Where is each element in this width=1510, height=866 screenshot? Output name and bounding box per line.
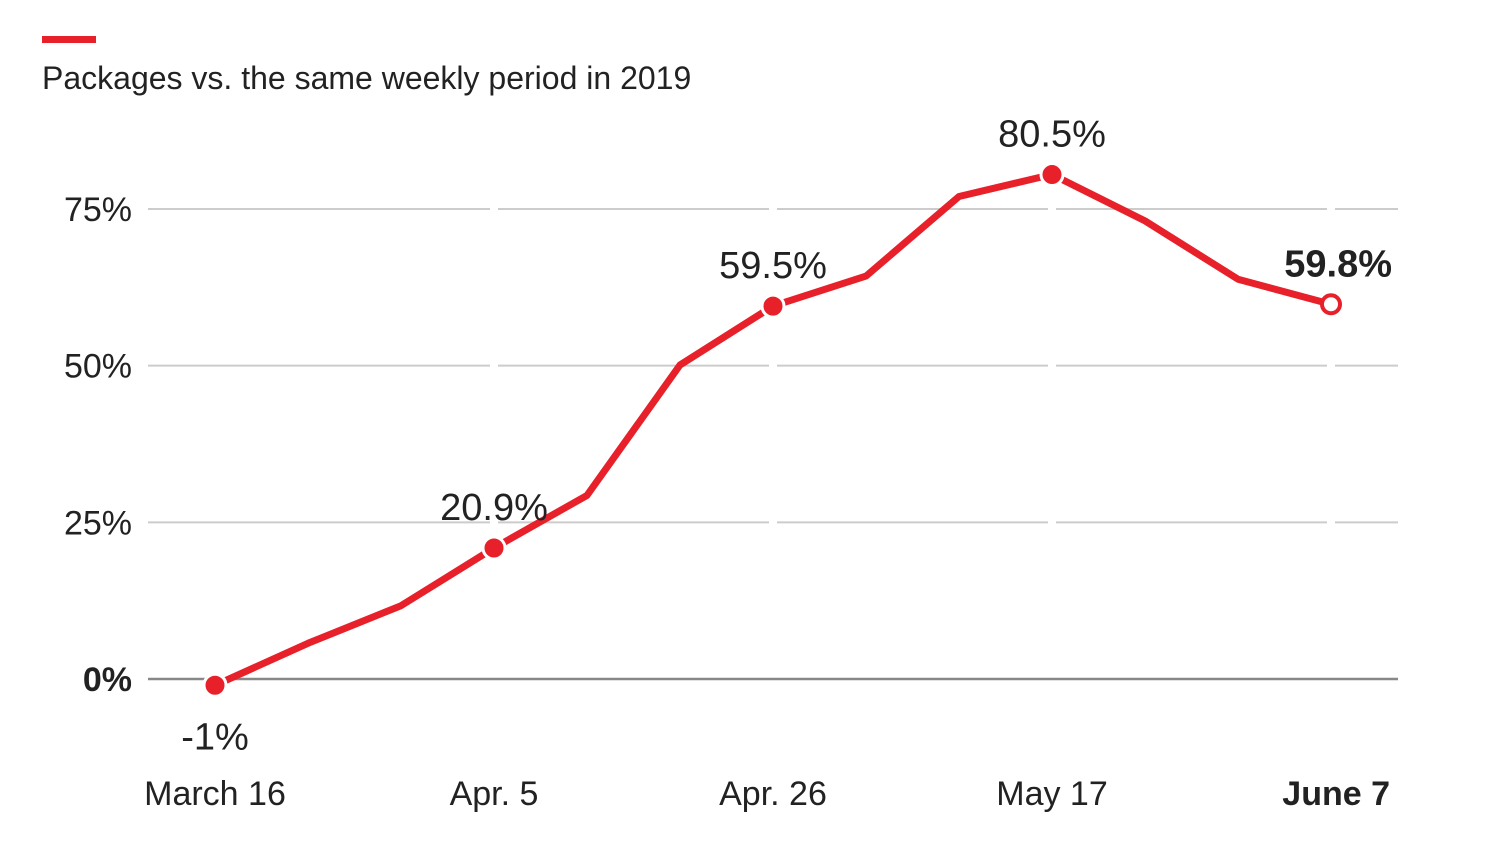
grid-gap <box>1327 362 1335 369</box>
y-tick-label: 50% <box>64 348 132 386</box>
grid-gap <box>1048 206 1056 212</box>
y-tick-label: 0% <box>83 661 132 699</box>
x-tick-label: June 7 <box>1282 775 1390 813</box>
data-point <box>1039 162 1065 188</box>
grid-gap <box>769 206 777 212</box>
grid-gap <box>1327 206 1335 212</box>
grid-gap <box>490 206 498 212</box>
data-point <box>760 293 786 319</box>
grid-gap <box>1048 362 1056 369</box>
data-point <box>202 672 228 698</box>
y-tick-label: 25% <box>64 504 132 542</box>
accent-bar <box>42 36 96 43</box>
data-labels: -1% 20.9% 59.5% 80.5% 59.8% <box>181 114 1392 759</box>
data-label: 20.9% <box>440 487 548 529</box>
grid-gap <box>490 362 498 369</box>
x-tick-label: May 17 <box>996 775 1108 813</box>
grid-gap <box>1048 519 1056 526</box>
grid-gap <box>769 519 777 526</box>
y-tick-label: 75% <box>64 191 132 229</box>
data-label: 59.8% <box>1284 243 1392 285</box>
x-tick-label: Apr. 26 <box>719 775 827 813</box>
grid-lines <box>148 206 1398 681</box>
data-label: 80.5% <box>998 114 1106 156</box>
grid-gap <box>490 519 498 526</box>
grid-gap <box>1327 519 1335 526</box>
grid-gap <box>769 362 777 369</box>
data-point <box>1320 293 1342 316</box>
x-tick-label: March 16 <box>144 775 286 813</box>
data-point <box>481 535 507 561</box>
x-axis: March 16 Apr. 5 Apr. 26 May 17 June 7 <box>144 775 1390 813</box>
x-tick-label: Apr. 5 <box>450 775 539 813</box>
data-points <box>202 162 1342 698</box>
y-axis: 75% 50% 25% 0% <box>64 191 132 699</box>
chart-subtitle: Packages vs. the same weekly period in 2… <box>42 60 692 96</box>
data-label: 59.5% <box>719 245 827 287</box>
data-label: -1% <box>181 716 249 758</box>
